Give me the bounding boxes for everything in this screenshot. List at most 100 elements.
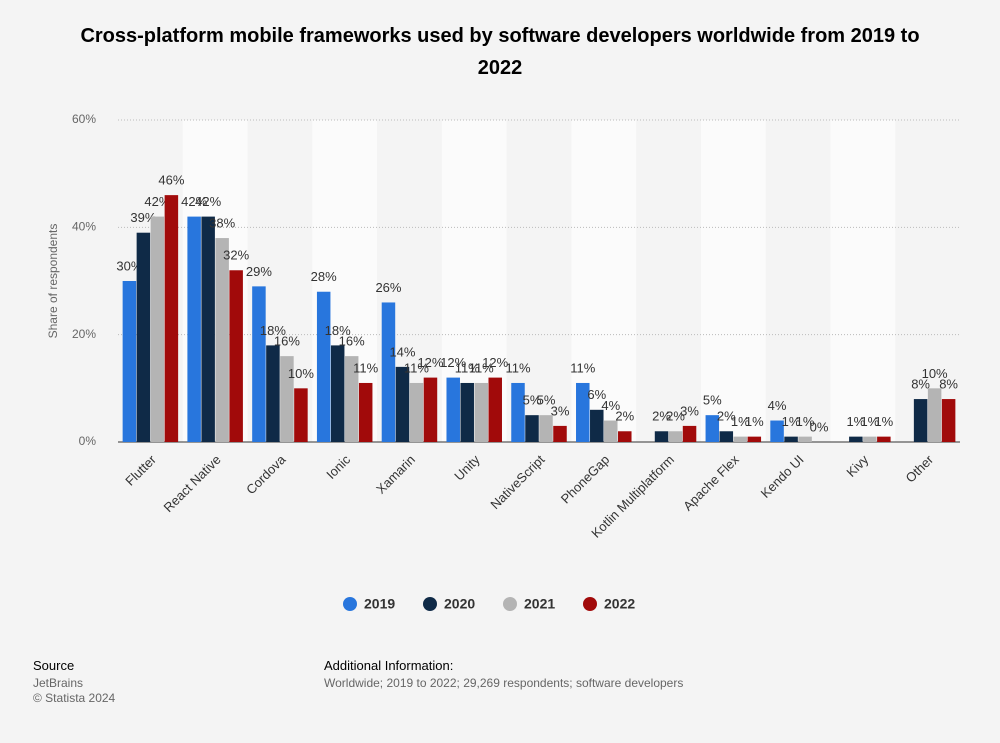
legend-marker [343,597,357,611]
source-heading: Source [33,658,75,673]
y-axis-label: Share of respondents [46,224,60,339]
data-label: 12% [417,355,443,370]
data-label: 4% [601,398,620,413]
bar [913,399,928,442]
data-label: 32% [223,248,249,263]
bar [252,286,266,442]
data-label: 11% [570,360,595,375]
data-label: 10% [922,366,948,381]
data-label: 46% [158,173,184,188]
data-label: 16% [274,334,300,349]
data-label: 1% [874,414,893,429]
data-label: 26% [375,280,401,295]
bar [136,232,151,442]
source: JetBrains [33,676,84,690]
bar [705,415,720,442]
bar [330,345,345,442]
data-label: 1% [782,414,801,429]
data-label: 38% [209,216,235,231]
data-label: 10% [288,366,314,381]
bar [201,216,215,442]
bar [576,382,590,442]
info-heading: Additional Information: [324,658,454,673]
data-label: 11% [469,360,494,375]
data-label: 3% [680,403,699,418]
bar [280,356,294,442]
bar [863,436,877,442]
data-label: 42% [181,194,207,209]
bar [798,436,812,442]
bar [927,388,942,442]
data-label: 1% [745,414,764,429]
x-tick-label: Other [903,451,937,485]
data-label: 30% [116,258,142,273]
x-tick-label: React Native [160,452,223,515]
bar [539,415,553,442]
data-label: 2% [666,409,685,424]
y-tick-label: 0% [79,434,97,448]
legend-label: 2020 [444,596,475,612]
band-stripe [830,120,896,442]
bar [474,382,488,442]
data-label: 2% [717,409,736,424]
data-label: 42% [195,194,221,209]
bar [395,366,410,442]
bar [941,399,956,442]
data-label: 11% [505,360,530,375]
data-label: 42% [144,194,170,209]
data-label: 5% [523,393,542,408]
data-label: 1% [860,414,879,429]
y-tick-label: 20% [72,327,96,341]
bar [849,436,863,442]
bar [654,431,669,442]
bar [770,420,784,442]
bar [511,382,525,442]
data-label: 18% [260,323,286,338]
data-label: 28% [311,269,337,284]
bar [122,281,137,442]
x-tick-label: Kivy [843,452,871,480]
data-label: 5% [703,393,722,408]
bar [229,270,243,442]
data-label: 12% [482,355,508,370]
band-stripe [700,120,766,442]
bar [618,431,632,442]
bar [784,436,798,442]
data-label: 2% [652,409,671,424]
bar [409,382,424,442]
x-tick-label: Ionic [323,452,353,482]
chart-title: Cross-platform mobile frameworks used by… [80,25,920,79]
legend-marker [423,597,437,611]
data-label: 5% [537,393,556,408]
bar [877,436,891,442]
data-label: 6% [587,387,606,402]
bar [733,436,748,442]
bar [316,291,331,442]
data-label: 0% [810,419,829,434]
bar [344,356,359,442]
info: Worldwide; 2019 to 2022; 29,269 responde… [324,676,684,690]
bar [525,415,539,442]
x-tick-label: Kendo UI [758,452,807,501]
x-tick-label: Flutter [122,451,159,488]
bar [553,425,567,442]
y-tick-label: 60% [72,112,96,126]
data-label: 4% [768,398,787,413]
data-label: 1% [846,414,865,429]
data-label: 3% [551,403,570,418]
x-tick-label: PhoneGap [558,452,613,507]
legend-marker [583,597,597,611]
data-label: 39% [130,210,156,225]
data-label: 8% [939,377,958,392]
x-tick-label: Unity [451,452,483,484]
data-label: 18% [325,323,351,338]
legend-marker [503,597,517,611]
data-label: 14% [389,344,415,359]
bar [381,302,396,442]
legend-label: 2021 [524,596,555,612]
copyright: © Statista 2024 [33,691,116,705]
bar [187,216,201,442]
bar [590,409,604,442]
bar [358,382,373,442]
data-label: 11% [404,360,429,375]
